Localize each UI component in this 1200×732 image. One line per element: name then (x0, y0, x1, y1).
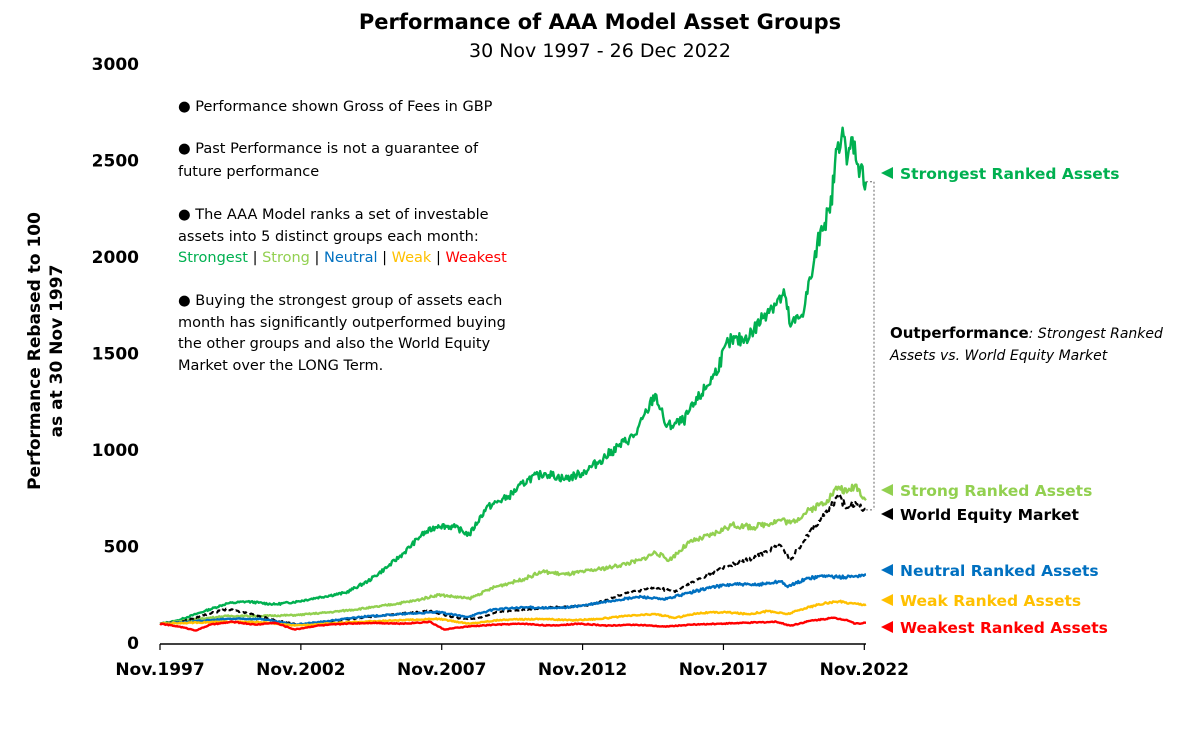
y-axis-label: Performance Rebased to 100 as at 30 Nov … (25, 212, 67, 490)
series-label: World Equity Market (900, 506, 1080, 524)
note-ranking-line2: assets into 5 distinct groups each month… (178, 229, 479, 245)
y-tick-label: 0 (127, 634, 139, 654)
group-separator: | (248, 250, 262, 266)
x-tick-label: Nov.2007 (397, 660, 486, 680)
x-tick-label: Nov.2012 (538, 660, 627, 680)
series-line-strongest-ranked-assets (159, 126, 868, 625)
note-gross-of-fees: ● Performance shown Gross of Fees in GBP (178, 99, 493, 115)
note-groups-line: Strongest | Strong | Neutral | Weak | We… (178, 250, 507, 266)
note-buying-line3: the other groups and also the World Equi… (178, 336, 491, 352)
note-past-performance-line2: future performance (178, 164, 319, 180)
y-tick-label: 2500 (92, 152, 139, 172)
note-buying-line2: month has significantly outperformed buy… (178, 315, 506, 331)
outperformance-text-line1: Outperformance: Strongest Ranked (890, 324, 1163, 342)
series-label: Neutral Ranked Assets (900, 562, 1099, 580)
note-past-performance-line1: ● Past Performance is not a guarantee of (178, 141, 479, 157)
group-name-strong: Strong (262, 250, 310, 266)
y-tick-label: 1500 (92, 345, 139, 365)
x-tick-label: Nov.2002 (256, 660, 345, 680)
series-label: Strong Ranked Assets (900, 482, 1092, 500)
series-label: Weakest Ranked Assets (900, 619, 1108, 637)
note-buying-line1: ● Buying the strongest group of assets e… (178, 293, 502, 309)
x-axis-ticks: Nov.1997 Nov.2002 Nov.2007 Nov.2012 Nov.2017… (115, 644, 909, 680)
y-tick-label: 3000 (92, 55, 139, 75)
label-arrow-icon (881, 621, 893, 633)
y-axis-label-line1: Performance Rebased to 100 (25, 212, 45, 490)
series-line-strong-ranked-assets (159, 483, 867, 625)
label-arrow-icon (881, 564, 893, 576)
group-separator: | (431, 250, 445, 266)
series-layer (159, 126, 868, 632)
series-line-weakest-ranked-assets (159, 616, 867, 632)
label-arrow-icon (881, 484, 893, 496)
series-line-world-equity-market (159, 493, 867, 627)
group-name-weak: Weak (392, 250, 432, 266)
label-arrow-icon (881, 594, 893, 606)
series-line-neutral-ranked-assets (159, 573, 867, 627)
notes-block: ● Performance shown Gross of Fees in GBP… (178, 99, 507, 374)
x-tick-label: Nov.1997 (115, 660, 204, 680)
series-labels: Strongest Ranked Assets Strong Ranked Ass… (881, 165, 1119, 637)
group-name-neutral: Neutral (324, 250, 378, 266)
series-label: Strongest Ranked Assets (900, 165, 1119, 183)
group-separator: | (310, 250, 324, 266)
outperformance-text-line2: Assets vs. World Equity Market (889, 348, 1108, 364)
x-tick-label: Nov.2017 (679, 660, 768, 680)
note-buying-line4: Market over the LONG Term. (178, 358, 383, 374)
outperformance-bold: Outperformance (890, 324, 1029, 342)
label-arrow-icon (881, 167, 893, 179)
group-separator: | (378, 250, 392, 266)
chart-subtitle: 30 Nov 1997 - 26 Dec 2022 (469, 40, 731, 62)
chart-title: Performance of AAA Model Asset Groups (359, 10, 841, 34)
y-tick-label: 1000 (92, 441, 139, 461)
outperformance-rest: : Strongest Ranked (1029, 326, 1163, 342)
label-arrow-icon (881, 508, 893, 520)
outperformance-annotation: Outperformance: Strongest Ranked Assets … (889, 324, 1163, 364)
note-ranking-line1: ● The AAA Model ranks a set of investabl… (178, 207, 489, 223)
y-tick-label: 500 (104, 538, 140, 558)
x-tick-label: Nov.2022 (820, 660, 909, 680)
group-name-strongest: Strongest (178, 250, 248, 266)
series-label: Weak Ranked Assets (900, 592, 1081, 610)
y-axis-ticks: 0 500 1000 1500 2000 2500 3000 (92, 55, 139, 654)
y-tick-label: 2000 (92, 248, 139, 268)
group-name-weakest: Weakest (445, 250, 507, 266)
y-axis-label-line2: as at 30 Nov 1997 (47, 265, 67, 438)
